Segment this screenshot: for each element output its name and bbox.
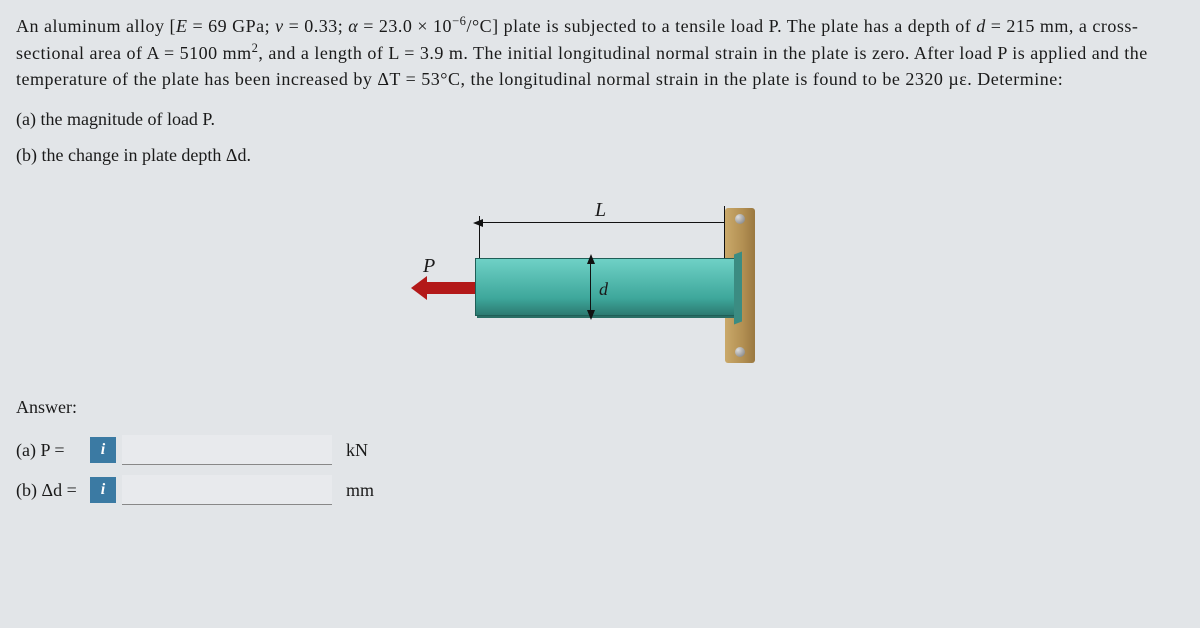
plate-figure: L d P bbox=[415, 178, 785, 378]
problem-statement: An aluminum alloy [E = 69 GPa; ν = 0.33;… bbox=[16, 12, 1184, 92]
part-a-text: (a) the magnitude of load P. bbox=[16, 106, 1184, 132]
dimension-d-label: d bbox=[599, 276, 608, 302]
part-b-text: (b) the change in plate depth Δd. bbox=[16, 142, 1184, 168]
dimension-L-label: L bbox=[595, 196, 606, 225]
info-icon[interactable]: i bbox=[90, 477, 116, 503]
answer-heading: Answer: bbox=[16, 394, 1184, 420]
answer-b-unit: mm bbox=[346, 477, 374, 503]
figure-container: L d P bbox=[16, 178, 1184, 378]
bolt-icon bbox=[735, 347, 745, 357]
answer-a-input[interactable] bbox=[122, 435, 332, 465]
answer-b-input[interactable] bbox=[122, 475, 332, 505]
info-icon[interactable]: i bbox=[90, 437, 116, 463]
bolt-icon bbox=[735, 214, 745, 224]
answer-b-prefix: (b) Δd = bbox=[16, 477, 84, 503]
answer-row-a: (a) P = i kN bbox=[16, 435, 1184, 465]
answer-a-unit: kN bbox=[346, 437, 368, 463]
answer-a-prefix: (a) P = bbox=[16, 437, 84, 463]
load-arrow-icon bbox=[425, 282, 475, 294]
dimension-d-line bbox=[590, 262, 591, 312]
load-P-label: P bbox=[423, 252, 435, 281]
answer-row-b: (b) Δd = i mm bbox=[16, 475, 1184, 505]
